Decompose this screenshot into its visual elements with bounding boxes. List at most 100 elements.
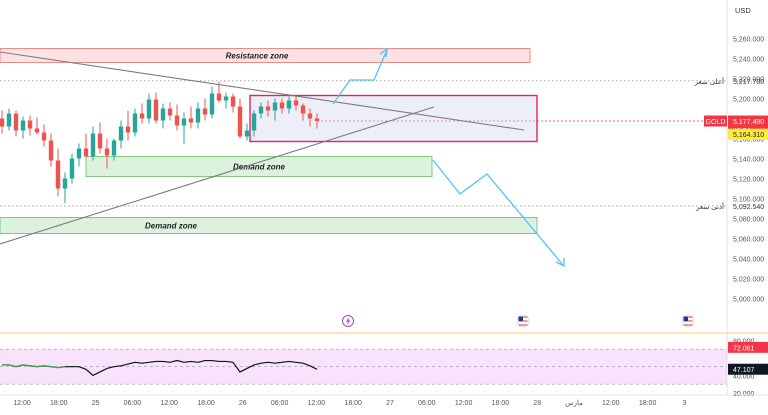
candle [265,100,271,117]
bullish-projection [332,49,388,105]
time-tick-label: 26 [239,400,247,407]
candle [160,103,166,129]
candle [167,102,173,121]
candle [286,96,292,114]
flag-stripe [518,324,528,326]
price-tick-label: 5,020.000 [733,277,764,284]
candle [314,113,320,129]
candle [55,148,61,197]
candle [153,92,159,124]
candle-body [125,126,131,133]
candle-body [244,130,250,137]
candle [209,86,215,119]
time-tick-label: 06:00 [124,400,142,407]
candle-body [153,99,159,121]
candle [62,172,68,204]
candle [244,123,250,141]
flag-canton [518,316,523,321]
flag-stripe [683,324,693,326]
candle-body [97,133,103,149]
candle-body [237,106,243,137]
candle [188,106,194,129]
level-value: 5,164.310 [733,132,764,139]
candle-body [62,178,68,189]
events-layer [342,314,695,328]
candle-body [272,102,278,111]
candle [230,93,236,113]
candle [104,138,110,169]
candle-body [181,118,187,126]
indicator-value: 47.107 [733,367,755,374]
price-tick-label: 5,240.000 [733,57,764,64]
candle [174,104,180,131]
time-tick-label: 3 [682,400,686,407]
candle-body [139,113,145,119]
candle-body [6,113,12,127]
price-tick-label: 5,040.000 [733,257,764,264]
time-tick-label: 18:00 [639,400,657,407]
descending-trendline [0,51,525,131]
candle [20,116,26,139]
candle [300,103,306,121]
symbol-label: GOLD [706,119,726,126]
price-tick-label: 5,140.000 [733,157,764,164]
indicator-value: 72.061 [733,345,755,352]
time-axis: 12:00 18:00 25 06:00 12:00 18:00 26 06:00 12:00 1… [0,394,768,407]
price-tick-label: 5,080.000 [733,217,764,224]
candle [195,102,201,129]
projection-layer [332,47,565,268]
candle-body [202,108,208,115]
candle [0,110,5,134]
candle [258,102,264,119]
candle-body [167,108,173,116]
candle [272,98,278,121]
lightning-icon [342,315,354,327]
time-tick-label: 06:00 [418,400,436,407]
price-level-value: 5,092.540 [733,204,764,211]
candle-body [83,148,89,157]
time-tick-label: 28 [533,400,541,407]
time-tick-label: 27 [386,400,394,407]
candle [237,98,243,139]
candle-body [286,100,292,109]
zones-layer: Resistance zone Demand zone Demand zone [0,48,538,234]
candle-body [160,108,166,121]
price-tick-label: 5,160.000 [733,137,764,144]
time-tick-label: 18:00 [197,400,215,407]
candle [146,93,152,124]
candle [293,95,299,111]
candle [125,110,131,141]
candle [97,122,103,154]
candle [202,98,208,121]
candle [90,126,96,161]
candle-body [118,126,124,141]
candle-body [307,113,313,119]
candle-body [195,108,201,123]
candle-body [69,158,75,179]
time-tick-label: 06:00 [271,400,289,407]
candle-body [55,160,61,189]
candle-body [251,113,257,131]
candle [181,112,187,144]
flag-stripe [518,322,528,324]
candle-body [293,100,299,106]
price-tick-label: 5,060.000 [733,237,764,244]
candle [223,92,229,109]
time-tick-label: 12:00 [13,400,31,407]
candle [132,108,138,137]
demand-zone [0,217,538,234]
candle-body [132,113,138,133]
candle-body [34,128,40,133]
candle-body [76,148,82,159]
price-level-caption: أدنى سعر [695,201,724,211]
candle-body [20,120,26,131]
demand-zone [85,156,433,177]
price-tick-label: 5,120.000 [733,177,764,184]
zone-label: Demand zone [233,163,286,172]
candle [13,110,19,137]
candle [251,110,257,137]
time-tick-label: 12:00 [602,400,620,407]
price-tick-label: 5,220.000 [733,77,764,84]
